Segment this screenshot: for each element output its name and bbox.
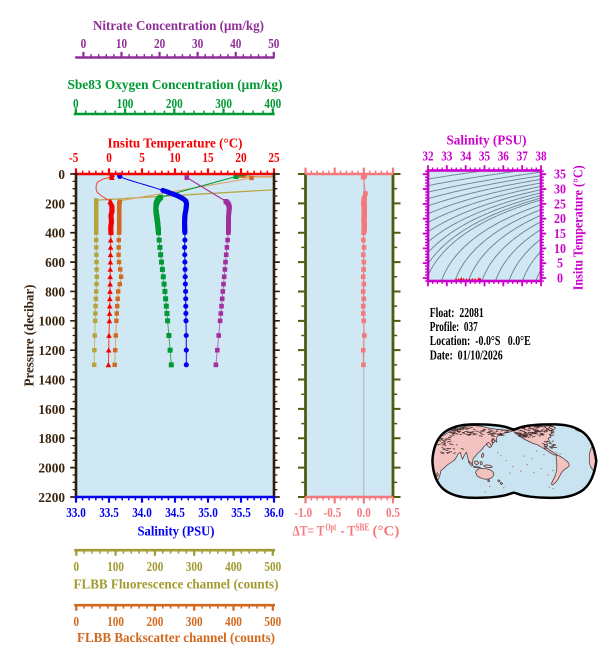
svg-text:400: 400 — [225, 560, 242, 575]
svg-text:32: 32 — [422, 150, 433, 165]
svg-text:500: 500 — [264, 560, 281, 575]
svg-text:2200: 2200 — [38, 491, 65, 506]
svg-text:40: 40 — [230, 37, 241, 52]
svg-text:Pressure (decibar): Pressure (decibar) — [23, 284, 38, 386]
svg-text:800: 800 — [45, 285, 65, 300]
svg-text:25: 25 — [554, 197, 566, 212]
svg-text:- T: - T — [341, 524, 356, 540]
svg-text:0: 0 — [557, 272, 563, 287]
svg-text:1200: 1200 — [38, 344, 65, 359]
svg-text:0.5: 0.5 — [386, 506, 400, 521]
svg-text:0.0: 0.0 — [357, 506, 371, 521]
svg-text:-5: -5 — [69, 151, 78, 166]
svg-text:30: 30 — [192, 37, 203, 52]
svg-text:2000: 2000 — [38, 462, 65, 477]
svg-text:-0.5: -0.5 — [324, 506, 342, 521]
svg-text:Location: -0.0°S 0.0°E: Location: -0.0°S 0.0°E — [430, 333, 531, 348]
svg-text:1000: 1000 — [38, 315, 65, 330]
svg-text:Insitu Temperature (°C): Insitu Temperature (°C) — [572, 165, 587, 290]
svg-text:Salinity (PSU): Salinity (PSU) — [138, 524, 215, 539]
svg-text:33.5: 33.5 — [99, 506, 119, 521]
svg-text:Profile: 037: Profile: 037 — [430, 319, 478, 334]
svg-text:10: 10 — [554, 242, 566, 257]
svg-text:400: 400 — [45, 227, 65, 242]
svg-text:30: 30 — [554, 183, 566, 198]
svg-text:300: 300 — [186, 560, 203, 575]
svg-text:25: 25 — [268, 151, 279, 166]
svg-text:Date: 01/10/2026: Date: 01/10/2026 — [430, 347, 503, 362]
svg-text:100: 100 — [117, 97, 134, 112]
svg-text:100: 100 — [107, 615, 124, 630]
svg-text:400: 400 — [225, 615, 242, 630]
svg-text:1600: 1600 — [38, 403, 65, 418]
svg-text:0: 0 — [74, 615, 80, 630]
svg-text:100: 100 — [107, 560, 124, 575]
svg-text:0: 0 — [81, 37, 87, 52]
svg-text:-1.0: -1.0 — [294, 506, 312, 521]
svg-text:34.5: 34.5 — [165, 506, 185, 521]
svg-text:33.0: 33.0 — [66, 506, 86, 521]
svg-text:ΔT= T: ΔT= T — [293, 524, 325, 540]
svg-text:Insitu Temperature (°C): Insitu Temperature (°C) — [108, 137, 243, 152]
svg-text:36.0: 36.0 — [264, 506, 284, 521]
svg-text:34: 34 — [460, 150, 471, 165]
svg-text:Opt: Opt — [326, 523, 337, 534]
svg-text:200: 200 — [147, 615, 164, 630]
svg-text:36: 36 — [498, 150, 509, 165]
svg-text:400: 400 — [264, 97, 281, 112]
svg-text:1400: 1400 — [38, 373, 65, 388]
svg-text:0: 0 — [106, 151, 112, 166]
svg-text:20: 20 — [154, 37, 165, 52]
svg-text:35.0: 35.0 — [198, 506, 218, 521]
svg-text:5: 5 — [139, 151, 145, 166]
svg-text:0: 0 — [58, 168, 65, 183]
svg-text:35: 35 — [479, 150, 490, 165]
svg-text:300: 300 — [215, 97, 232, 112]
svg-text:35: 35 — [554, 168, 566, 183]
svg-text:10: 10 — [169, 151, 180, 166]
svg-text:FLBB Backscatter channel (coun: FLBB Backscatter channel (counts) — [77, 631, 275, 646]
svg-text:33: 33 — [441, 150, 452, 165]
svg-text:38: 38 — [535, 150, 546, 165]
svg-text:Float: 22081: Float: 22081 — [430, 305, 484, 320]
svg-text:200: 200 — [147, 560, 164, 575]
svg-text:SBE: SBE — [355, 523, 369, 534]
svg-text:34.0: 34.0 — [132, 506, 152, 521]
svg-text:35.5: 35.5 — [231, 506, 251, 521]
svg-text:FLBB Fluorescence channel (cou: FLBB Fluorescence channel (counts) — [74, 578, 279, 593]
svg-text:(°C): (°C) — [373, 524, 400, 540]
svg-text:15: 15 — [554, 227, 566, 242]
svg-text:200: 200 — [45, 197, 65, 212]
svg-text:0: 0 — [74, 560, 80, 575]
svg-text:Salinity (PSU): Salinity (PSU) — [447, 134, 527, 149]
svg-text:50: 50 — [268, 37, 279, 52]
svg-text:300: 300 — [186, 615, 203, 630]
svg-text:500: 500 — [264, 615, 281, 630]
svg-text:5: 5 — [557, 257, 563, 272]
svg-text:600: 600 — [45, 256, 65, 271]
svg-text:1800: 1800 — [38, 432, 65, 447]
svg-text:200: 200 — [166, 97, 183, 112]
svg-text:20: 20 — [554, 212, 566, 227]
svg-text:Nitrate Concentration (μm/kg): Nitrate Concentration (μm/kg) — [93, 19, 264, 34]
svg-text:20: 20 — [235, 151, 246, 166]
svg-text:15: 15 — [202, 151, 213, 166]
svg-text:37: 37 — [517, 150, 528, 165]
svg-text:Sbe83 Oxygen Concentration (μm: Sbe83 Oxygen Concentration (μm/kg) — [68, 78, 283, 93]
svg-text:10: 10 — [116, 37, 127, 52]
svg-text:0: 0 — [73, 97, 79, 112]
